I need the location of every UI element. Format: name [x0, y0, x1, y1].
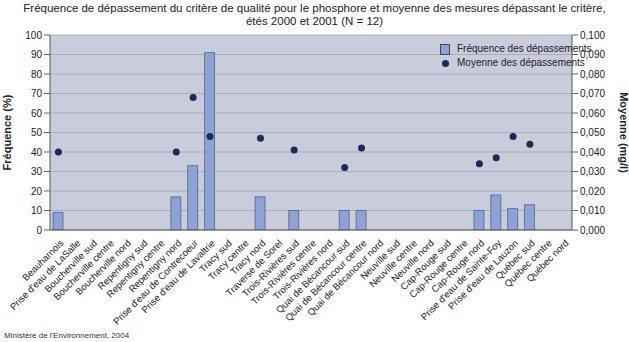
svg-text:Québec sud: Québec sud — [493, 237, 537, 282]
svg-text:0,030: 0,030 — [580, 166, 605, 177]
svg-text:60: 60 — [31, 108, 43, 119]
svg-text:80: 80 — [31, 69, 43, 80]
svg-text:Repentigny centre: Repentigny centre — [104, 237, 167, 300]
html-text:Ministère de l'Environnement,: Ministère de l'Environnement, 2004 — [4, 331, 130, 340]
html-text:Fréquence des dépassements: Fréquence des dépassements — [457, 43, 592, 54]
svg-text:Québec centre: Québec centre — [502, 237, 554, 290]
svg-text:0,070: 0,070 — [580, 88, 605, 99]
html-text:Fréquence de dépassement du cr: Fréquence de dépassement du critère de q… — [23, 2, 606, 27]
svg-text:0,060: 0,060 — [580, 108, 605, 119]
svg-text:Tracy centre: Tracy centre — [205, 237, 251, 283]
svg-text:Quai de Bécancour nord: Quai de Bécancour nord — [304, 237, 386, 318]
html-text:Moyenne des dépassements: Moyenne des dépassements — [457, 57, 585, 68]
svg-text:Fréquence (%): Fréquence (%) — [8, 94, 13, 170]
svg-text:Québec nord: Québec nord — [524, 237, 571, 284]
svg-text:70: 70 — [31, 88, 43, 99]
svg-text:30: 30 — [31, 166, 43, 177]
svg-text:Prise d'eau de Lavaltrie: Prise d'eau de Lavaltrie — [139, 237, 217, 315]
svg-text:0,040: 0,040 — [580, 147, 605, 158]
svg-text:Moyenne (mg/l): Moyenne (mg/l) — [618, 92, 621, 173]
svg-text:Cap-Rouge centre: Cap-Rouge centre — [406, 237, 470, 300]
svg-text:Beauharnois: Beauharnois — [20, 237, 66, 283]
svg-text:0,080: 0,080 — [580, 69, 605, 80]
svg-text:Neuville nord: Neuville nord — [389, 237, 436, 285]
svg-text:90: 90 — [31, 49, 43, 60]
svg-text:Trois-Rivières nord: Trois-Rivières nord — [270, 237, 335, 302]
svg-text:Boucherville nord: Boucherville nord — [73, 237, 133, 297]
svg-text:Boucherville centre: Boucherville centre — [51, 237, 116, 303]
svg-text:Traverse de Sorel: Traverse de Sorel — [223, 237, 285, 299]
svg-text:0,000: 0,000 — [580, 225, 605, 236]
svg-text:Trois-Rivières centre: Trois-Rivières centre — [248, 237, 319, 307]
svg-text:0,050: 0,050 — [580, 127, 605, 138]
svg-text:0,010: 0,010 — [580, 205, 605, 216]
svg-text:Quai de Bécancour sud: Quai de Bécancour sud — [273, 237, 352, 316]
svg-text:100: 100 — [25, 30, 42, 41]
svg-text:10: 10 — [31, 205, 43, 216]
svg-text:0,100: 0,100 — [580, 30, 605, 41]
svg-text:Trois-Rivières sud: Trois-Rivières sud — [239, 237, 302, 299]
svg-text:Neuville centre: Neuville centre — [366, 237, 420, 290]
svg-text:0: 0 — [36, 225, 42, 236]
svg-text:0,020: 0,020 — [580, 186, 605, 197]
svg-text:Quai de Bécancour centre: Quai de Bécancour centre — [283, 237, 369, 323]
svg-text:20: 20 — [31, 186, 43, 197]
svg-text:50: 50 — [31, 127, 43, 138]
svg-text:40: 40 — [31, 147, 43, 158]
svg-text:Prise d'eau de Lauzon: Prise d'eau de Lauzon — [445, 237, 521, 312]
svg-text:0,090: 0,090 — [580, 49, 605, 60]
svg-text:Repentigny sud: Repentigny sud — [95, 237, 150, 292]
svg-text:Prise d'eau de Sainte-Foy: Prise d'eau de Sainte-Foy — [418, 237, 503, 322]
svg-text:Tracy nord: Tracy nord — [227, 237, 268, 277]
svg-text:Repentigny nord: Repentigny nord — [126, 237, 184, 295]
svg-text:Cap-Rouge nord: Cap-Rouge nord — [429, 237, 487, 295]
svg-text:Cap-Rouge sud: Cap-Rouge sud — [397, 237, 453, 293]
svg-text:Boucherville sud: Boucherville sud — [42, 237, 100, 295]
svg-text:Prise d'eau de Contrecoeur: Prise d'eau de Contrecoeur — [111, 237, 200, 326]
svg-text:Tracy sud: Tracy sud — [196, 237, 234, 275]
svg-text:Neuville sud: Neuville sud — [357, 237, 403, 282]
